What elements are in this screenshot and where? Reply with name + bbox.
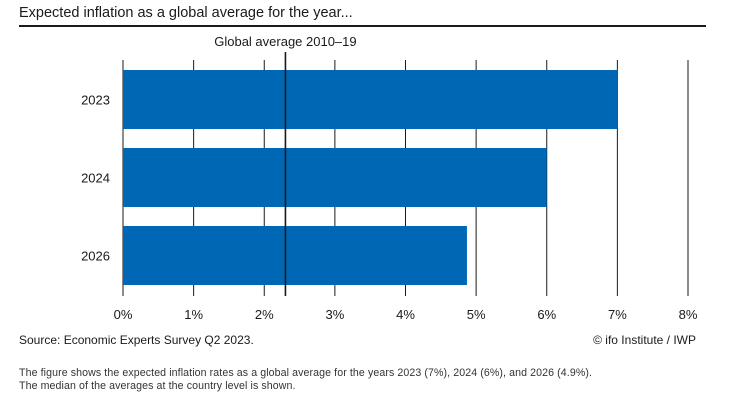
note-line: The figure shows the expected inflation …	[19, 367, 593, 379]
x-tick-label: 1%	[184, 307, 203, 322]
x-tick-label: 5%	[467, 307, 486, 322]
bars	[123, 70, 618, 285]
chart-title: Expected inflation as a global average f…	[19, 5, 353, 21]
title-divider	[19, 25, 706, 27]
reference-line-group: Global average 2010–19	[214, 34, 357, 296]
x-tick-label: 3%	[325, 307, 344, 322]
y-category-label: 2023	[81, 93, 110, 108]
y-category-label: 2026	[81, 249, 110, 264]
credit-text: © ifo Institute / IWP	[593, 333, 696, 347]
x-tick-label: 7%	[608, 307, 627, 322]
x-tick-label: 4%	[396, 307, 415, 322]
bar-2024	[123, 148, 547, 207]
note-line: The median of the averages at the countr…	[19, 380, 296, 392]
x-tick-label: 8%	[679, 307, 698, 322]
x-tick-label: 2%	[255, 307, 274, 322]
y-category-label: 2024	[81, 171, 110, 186]
reference-line-label: Global average 2010–19	[214, 34, 356, 49]
bar-2026	[123, 226, 467, 285]
x-tick-label: 0%	[114, 307, 133, 322]
source-text: Source: Economic Experts Survey Q2 2023.	[19, 333, 254, 347]
axis-labels: 0% 1% 2% 3% 4% 5% 6% 7% 8% 2023 2024 2026	[81, 93, 698, 323]
bar-2023	[123, 70, 618, 129]
x-tick-label: 6%	[537, 307, 556, 322]
bar-chart: Global average 2010–19 0% 1% 2% 3% 4% 5% 6% 7% 8…	[81, 34, 698, 323]
figure-note: The figure shows the expected inflation …	[19, 367, 719, 393]
